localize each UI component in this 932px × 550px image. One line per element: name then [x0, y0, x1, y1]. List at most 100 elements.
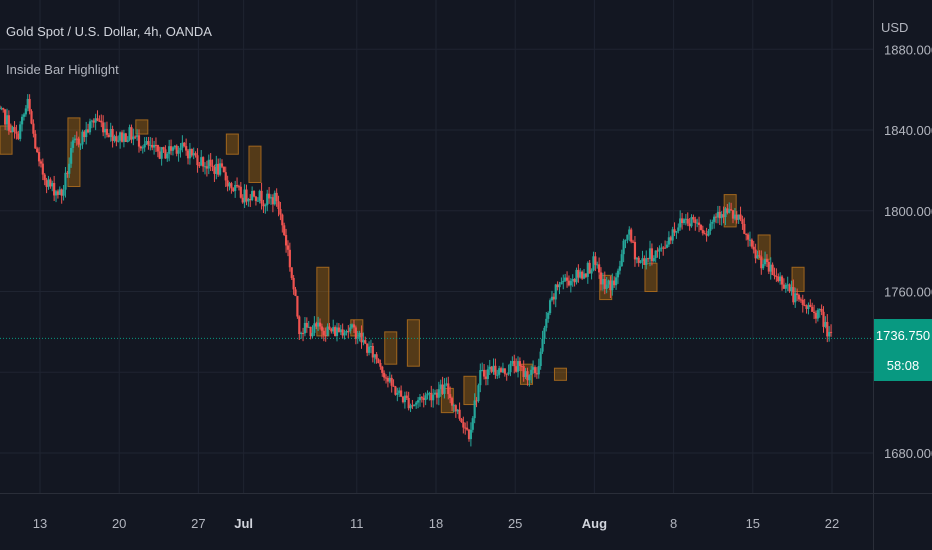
- candle: [400, 385, 403, 398]
- candle: [515, 358, 518, 373]
- candle-body: [475, 400, 478, 402]
- candle-body: [322, 330, 325, 335]
- candle: [286, 240, 290, 257]
- candle: [579, 268, 582, 279]
- candle-body: [588, 262, 591, 274]
- candle: [581, 270, 584, 280]
- candle-body: [367, 346, 371, 353]
- candle: [814, 310, 818, 324]
- candle: [680, 212, 684, 230]
- candle: [109, 122, 112, 142]
- candle: [186, 149, 190, 165]
- symbol-title[interactable]: Gold Spot / U.S. Dollar, 4h, OANDA: [6, 24, 212, 39]
- candle: [22, 112, 26, 121]
- candle-body: [745, 233, 748, 235]
- candle-body: [249, 198, 252, 201]
- candle-body: [647, 258, 650, 260]
- candle: [249, 194, 252, 207]
- candle-body: [352, 324, 356, 328]
- price-axis-currency[interactable]: USD: [881, 20, 909, 35]
- candle-body: [343, 332, 346, 336]
- candle: [205, 160, 208, 177]
- candle-body: [716, 211, 720, 218]
- candle-body: [826, 321, 829, 337]
- candle-body: [354, 327, 357, 339]
- candle-body: [675, 231, 678, 233]
- candle: [622, 238, 625, 263]
- candle-body: [15, 131, 18, 134]
- candle-body: [643, 258, 646, 265]
- candle-body: [128, 127, 131, 141]
- candle-body: [762, 264, 765, 269]
- candle-body: [701, 229, 704, 234]
- candle-body: [692, 217, 695, 220]
- candle-body: [126, 140, 129, 143]
- candle: [601, 272, 604, 291]
- candle-body: [537, 366, 540, 375]
- candle: [239, 181, 242, 199]
- candle: [313, 316, 316, 336]
- candle-body: [535, 373, 538, 375]
- candle: [658, 245, 661, 259]
- candle-body: [528, 375, 531, 381]
- candle-body: [119, 132, 122, 141]
- candle-body: [0, 105, 1, 109]
- candle: [158, 146, 161, 160]
- candle: [780, 275, 784, 291]
- candle-body: [575, 269, 578, 283]
- candle-body: [454, 405, 457, 412]
- candle-body: [120, 132, 124, 142]
- candle-body: [447, 383, 450, 395]
- candle: [202, 156, 205, 172]
- candle: [252, 190, 256, 198]
- candle-body: [688, 223, 691, 227]
- candle: [511, 356, 514, 367]
- candle-body: [796, 293, 799, 296]
- candle-body: [19, 124, 22, 139]
- candle-body: [350, 324, 354, 328]
- candle: [652, 255, 655, 263]
- candle-body: [369, 346, 373, 348]
- candle-body: [571, 278, 574, 281]
- candle: [665, 241, 669, 249]
- candle-body: [269, 197, 273, 199]
- candle-body: [288, 249, 291, 268]
- candle: [11, 125, 14, 133]
- candle: [375, 352, 378, 364]
- candle: [179, 143, 182, 158]
- candle-body: [0, 108, 3, 110]
- candle: [667, 231, 670, 247]
- candle-body: [579, 271, 582, 278]
- candle: [92, 118, 95, 128]
- candle: [603, 271, 606, 295]
- candle-body: [769, 264, 772, 272]
- candle: [416, 396, 420, 409]
- candle: [711, 219, 714, 230]
- candle: [222, 166, 225, 173]
- candle-body: [115, 136, 118, 142]
- candle-body: [567, 280, 571, 286]
- indicator-name[interactable]: Inside Bar Highlight: [6, 62, 119, 77]
- candle: [466, 421, 469, 431]
- candle-body: [220, 163, 224, 167]
- candle: [403, 391, 406, 409]
- candle: [533, 365, 537, 378]
- candle: [36, 146, 39, 154]
- candle: [492, 358, 495, 375]
- candle: [364, 336, 367, 345]
- candle-body: [390, 377, 393, 386]
- candle: [599, 267, 603, 291]
- candle: [594, 252, 597, 272]
- candle-body: [86, 129, 90, 133]
- candle-body: [198, 165, 201, 167]
- inside-bar-highlights: [0, 117, 805, 414]
- candle-body: [573, 278, 576, 283]
- candle: [7, 110, 10, 135]
- candle: [762, 259, 765, 271]
- candle-body: [332, 327, 335, 332]
- candle: [26, 94, 29, 112]
- candle-body: [650, 248, 654, 262]
- candle: [482, 363, 486, 380]
